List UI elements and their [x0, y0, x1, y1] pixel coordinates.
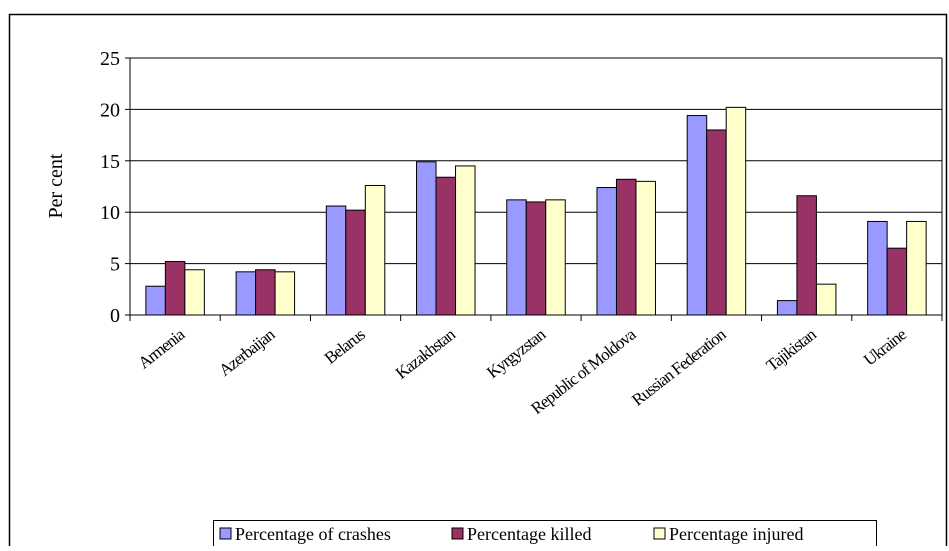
bar — [776, 300, 798, 316]
bar — [145, 285, 166, 316]
legend-label: Percentage of crashes — [235, 524, 391, 544]
bar — [725, 106, 747, 316]
y-tick-label: 20 — [100, 99, 120, 121]
legend-label: Percentage killed — [467, 524, 591, 544]
bar — [525, 201, 547, 316]
bar — [455, 165, 476, 316]
bar — [506, 199, 527, 316]
legend-swatch — [653, 527, 666, 540]
bar — [545, 199, 566, 316]
bar — [815, 283, 837, 316]
y-tick-label: 25 — [100, 48, 120, 70]
bar — [235, 271, 257, 316]
bar — [796, 195, 817, 316]
y-tick-label: 0 — [110, 305, 120, 327]
bar — [686, 115, 708, 316]
bar — [184, 269, 205, 316]
legend-swatch — [219, 527, 232, 540]
bar — [906, 220, 927, 316]
legend-swatch — [451, 527, 464, 540]
bar — [596, 187, 617, 316]
bar — [435, 176, 457, 316]
bar — [364, 184, 386, 316]
bar — [345, 209, 366, 316]
bar — [255, 269, 276, 316]
bar — [886, 247, 908, 316]
bar — [706, 129, 727, 316]
y-tick-label: 5 — [110, 254, 120, 276]
legend-label: Percentage injured — [669, 524, 803, 544]
bar — [274, 271, 296, 316]
y-tick-label: 15 — [100, 151, 120, 173]
bar — [867, 220, 888, 316]
bar — [615, 178, 637, 316]
bar — [325, 205, 347, 316]
bar — [416, 161, 437, 316]
y-axis-label: Per cent — [45, 153, 67, 218]
y-tick-label: 10 — [100, 202, 120, 224]
bar — [164, 261, 186, 316]
bar — [635, 180, 656, 316]
